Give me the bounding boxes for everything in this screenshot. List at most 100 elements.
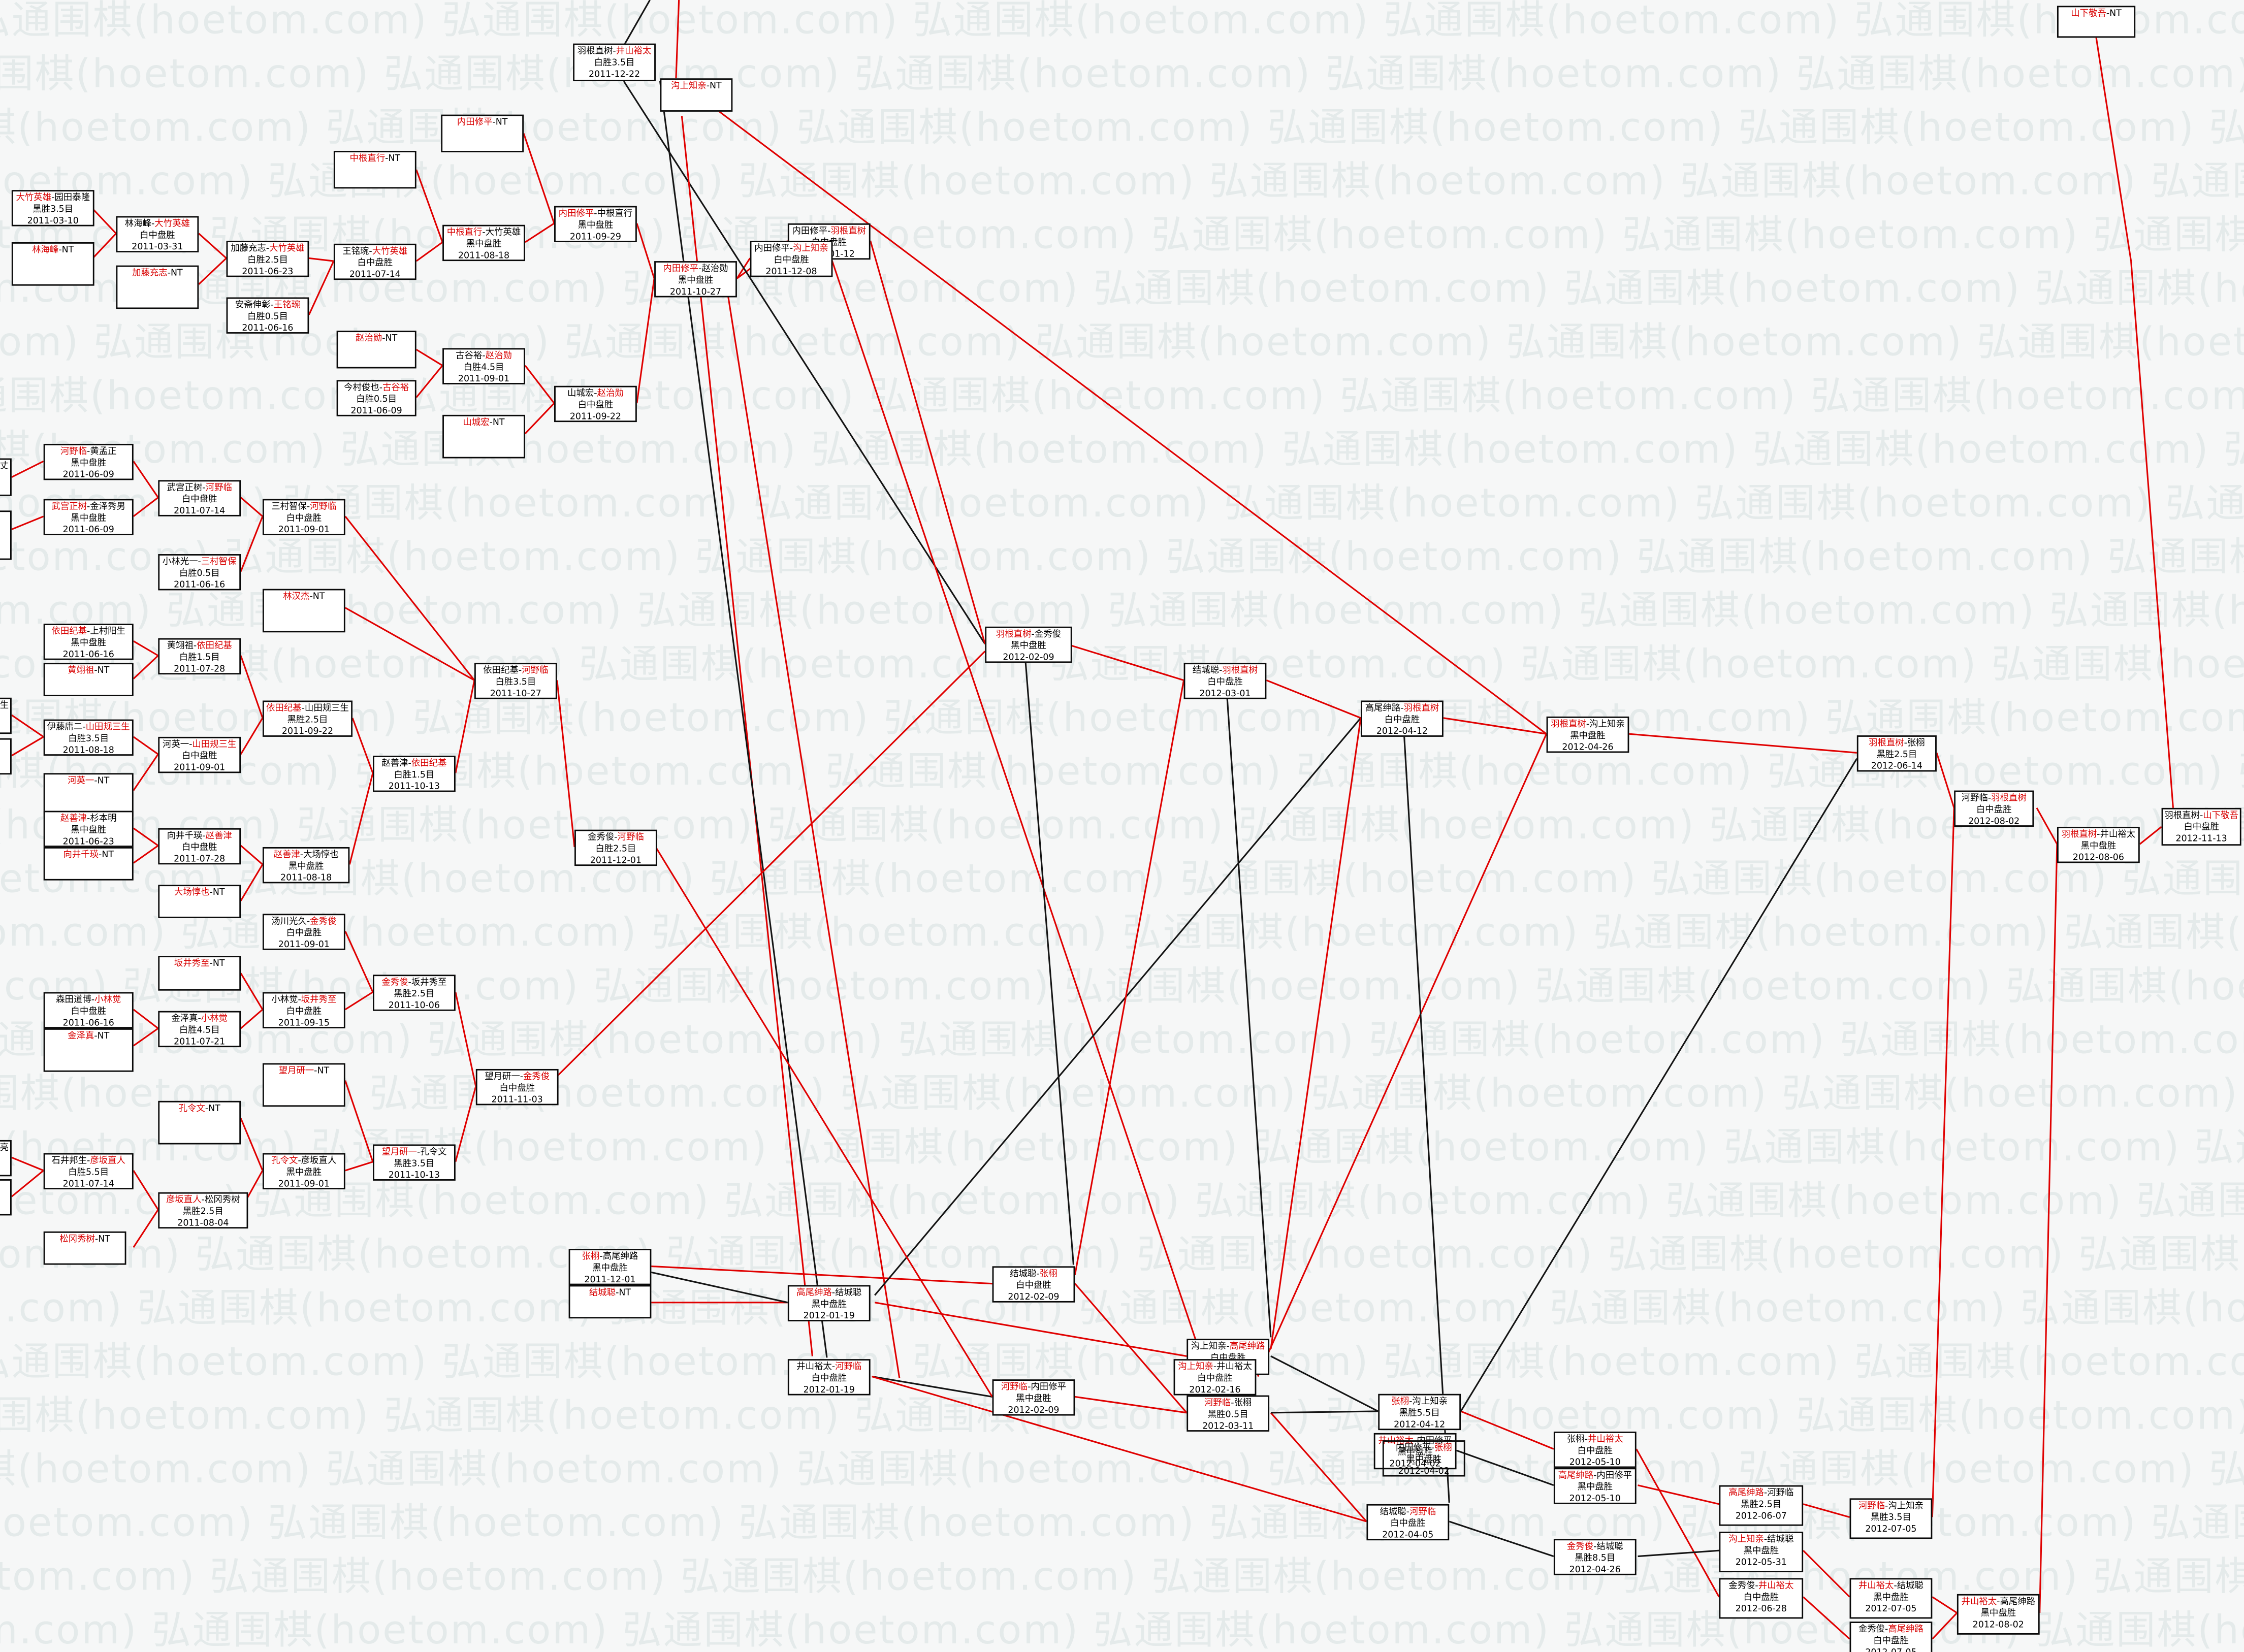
player-loser: 向井千瑛 [167,830,203,841]
match-box[interactable]: 金秀俊-井山裕太 白中盘胜 2012-06-28 [1719,1578,1804,1619]
winner-path-line [872,1375,1367,1523]
match-result: 白胜0.5目 [247,311,288,322]
match-box[interactable]: 中根直行-大竹英雄 黑中盘胜 2011-08-18 [442,224,525,262]
bye-box[interactable]: 孔令文-NT [158,1100,241,1145]
winner-path-line [133,1170,159,1210]
match-box[interactable]: 孔令文-彦坂直人 黑中盘胜 2011-09-01 [262,1153,345,1190]
match-box[interactable]: 沟上知亲-井山裕太 白中盘胜 2012-02-16 [1173,1359,1257,1396]
bye-box[interactable]: 山下敬吾-NT [2057,6,2136,38]
match-box[interactable]: 张栩-井山裕太 白中盘胜 2012-05-10 [1553,1431,1637,1468]
match-box[interactable]: 加藤充志-大竹英雄 白胜2.5目 2011-06-23 [226,241,309,277]
match-box[interactable]: 沟上知亲-结城聪 黑中盘胜 2012-05-31 [1719,1532,1804,1573]
bye-box[interactable]: 金泽真-NT [43,1028,134,1072]
match-box[interactable]: 林海峰-大竹英雄 白中盘胜 2011-03-31 [116,216,199,252]
bye-box[interactable]: 大场惇也-NT [158,885,241,918]
match-box[interactable]: 内田修平-沟上知亲 白中盘胜 2011-12-08 [750,241,833,277]
match-box[interactable]: 张栩-高尾绅路 黑中盘胜 2011-12-01 [568,1249,652,1285]
match-box[interactable]: 安斋伸彰-王铭琬 白胜0.5目 2011-06-16 [226,297,309,334]
bye-box[interactable]: 向井千瑛-NT [43,847,134,881]
bye-box[interactable]: 赵治勋-NT [336,331,416,369]
match-box[interactable]: 内田修平-赵治勋 黑中盘胜 2011-10-27 [654,261,737,298]
match-box[interactable]: 河野临-羽根直树 白中盘胜 2012-08-02 [1954,790,2034,827]
bye-box[interactable]: 黄翊祖-NT [43,663,134,696]
winner-path-line [1636,1448,1720,1598]
winner-path-line [133,1009,159,1029]
bye-box[interactable]: 中根直行-NT [333,151,416,189]
match-box[interactable]: 小林觉-坂井秀至 白中盘胜 2011-09-15 [262,992,345,1028]
bracket-line [620,0,651,51]
bye-box[interactable]: 加藤充志-NT [116,265,199,309]
bye-box[interactable]: 内田修平-NT [441,114,524,152]
match-box[interactable]: 望月研一-孔令文 黑胜3.5目 2011-10-13 [373,1144,456,1181]
match-box[interactable]: 赵善津-杉本明 黑中盘胜 2011-06-23 [43,811,134,847]
match-box[interactable]: 武宫正树-河野临 白中盘胜 2011-07-14 [158,480,241,516]
match-box[interactable]: 汤川光久-金秀俊 白中盘胜 2011-09-01 [262,914,345,950]
match-box[interactable]: 石井邦生-彦坂直人 白胜5.5目 2011-07-14 [43,1153,134,1190]
match-box[interactable]: 河野临-沟上知亲 黑胜3.5目 2012-07-05 [1849,1498,1933,1539]
match-result: 白中盘胜 [499,1083,535,1093]
match-box[interactable]: 河野临-内田修平 黑中盘胜 2012-02-09 [992,1379,1075,1416]
match-box[interactable]: 依田纪基-河野临 白胜3.5目 2011-10-27 [474,663,557,699]
match-box[interactable]: 金秀俊-河野临 白胜2.5目 2011-12-01 [574,829,657,866]
bye-box[interactable]: 河英一-NT [43,773,134,817]
match-box[interactable]: 黄翊祖-依田纪基 白胜1.5目 2011-07-28 [158,638,241,675]
match-box[interactable]: 金秀俊-坂井秀至 黑胜2.5目 2011-10-06 [373,975,456,1011]
match-box[interactable]: 王铭琬-大竹英雄 白中盘胜 2011-07-14 [333,243,416,280]
match-box[interactable]: 结城聪-张栩 白中盘胜 2012-02-09 [992,1266,1075,1303]
bye-box[interactable]: 林海峰-NT [11,242,94,286]
match-box[interactable]: 张栩-沟上知亲 黑胜5.5目 2012-04-12 [1378,1394,1461,1431]
bye-box[interactable]: 山城宏-NT [442,414,525,459]
winner-path-line [308,261,335,315]
match-box[interactable]: 依田纪基-上村阳生 黑中盘胜 2011-06-16 [43,624,134,660]
match-box[interactable]: 依田纪基-山田规三生 黑胜2.5目 2011-09-22 [262,700,353,737]
match-box[interactable]: 彦坂直人-松冈秀树 黑胜2.5目 2011-08-04 [158,1192,248,1229]
watermark-text: 弘通围棋(hoetom.com) 弘通围棋(hoetom.com) 弘通围棋(h… [0,1233,2244,1278]
winner-path-line [345,1161,373,1172]
match-box[interactable]: 羽根直树-张栩 黑胜2.5目 2012-06-14 [1856,735,1937,772]
match-box[interactable]: 古谷裕-赵治勋 白胜4.5目 2011-09-01 [442,348,525,384]
bye-box[interactable]: 结城聪-NT [568,1285,652,1319]
match-box[interactable]: 森田道博-小林觉 白中盘胜 2011-06-16 [43,992,134,1028]
match-box[interactable]: 向井千瑛-赵善津 白中盘胜 2011-07-28 [158,828,241,865]
match-box[interactable]: 赵善津-依田纪基 白胜1.5目 2011-10-13 [373,756,456,792]
match-box[interactable]: 羽根直树-井山裕太 黑中盘胜 2012-08-06 [2057,826,2140,863]
match-box[interactable]: 河野临-黄孟正 黑中盘胜 2011-06-09 [43,443,134,480]
match-box[interactable]: 结城聪-羽根直树 白中盘胜 2012-03-01 [1183,663,1267,699]
match-box[interactable]: 羽根直树-沟上知亲 黑中盘胜 2012-04-26 [1546,716,1629,753]
match-box[interactable]: 金泽真-小林觉 白胜4.5目 2011-07-21 [158,1011,241,1048]
match-box[interactable]: 武宫正树-金泽秀男 黑中盘胜 2011-06-09 [43,499,134,535]
match-box[interactable]: 内田修平-中根直行 黑中盘胜 2011-09-29 [554,206,637,242]
match-box[interactable]: 山城宏-赵治勋 白中盘胜 2011-09-22 [554,385,637,423]
match-box[interactable]: 羽根直树-井山裕太 白胜3.5目 2011-12-22 [573,43,656,81]
bye-box[interactable]: 望月研一-NT [262,1063,345,1107]
bye-box[interactable]: 松冈秀树-NT [43,1231,126,1265]
match-box[interactable]: 伊藤庸二-山田规三生 白胜3.5目 2011-08-18 [43,719,134,756]
match-box[interactable]: 河英一-山田规三生 白中盘胜 2011-09-01 [158,736,241,773]
match-box[interactable]: 金秀俊-结城聪 黑胜8.5目 2012-04-26 [1553,1539,1637,1575]
bye-box[interactable]: 沟上知亲-NT [660,78,733,112]
match-box[interactable]: 井山裕太-高尾绅路 黑中盘胜 2012-08-02 [1957,1594,2040,1635]
match-box[interactable]: 高尾绅路-河野临 黑胜2.5目 2012-06-07 [1719,1485,1804,1526]
match-box[interactable]: 井山裕太-内田修平 黑中盘胜 2012-04-02 [1373,1433,1457,1470]
match-box[interactable]: 高尾绅路-内田修平 黑中盘胜 2012-05-10 [1553,1468,1637,1504]
match-box[interactable]: 今村俊也-古谷裕 白胜0.5目 2011-06-09 [336,380,416,416]
bye-box[interactable]: 坂井秀至-NT [158,956,241,991]
match-box[interactable]: 赵善津-大场惇也 黑中盘胜 2011-08-18 [262,847,350,884]
match-box[interactable]: 望月研一-金秀俊 白中盘胜 2011-11-03 [475,1068,559,1106]
match-box[interactable]: 河野临-张栩 黑胜0.5目 2012-03-11 [1187,1395,1270,1432]
match-box[interactable]: 羽根直树-金秀俊 黑中盘胜 2012-02-09 [985,626,1072,663]
player-loser: 张栩 [1907,737,1925,748]
match-box[interactable]: 小林光一-三村智保 白胜0.5目 2011-06-16 [158,554,241,591]
match-box[interactable]: 三村智保-河野临 白中盘胜 2011-09-01 [262,499,345,535]
match-box[interactable]: 井山裕太-结城聪 黑中盘胜 2012-07-05 [1849,1578,1933,1619]
match-box[interactable]: 羽根直树-山下敬吾 白中盘胜 2012-11-13 [2161,807,2241,846]
match-box[interactable]: 结城聪-河野临 白中盘胜 2012-04-05 [1366,1504,1450,1541]
match-box[interactable]: 高尾绅路-结城聪 黑中盘胜 2012-01-19 [787,1285,871,1321]
bye-box[interactable]: 林汉杰-NT [262,589,345,633]
match-box[interactable]: 金秀俊-高尾绅路白中盘胜2012-07-05 [1849,1622,1933,1652]
match-box[interactable]: 高尾绅路-羽根直树 白中盘胜 2012-04-12 [1361,700,1444,737]
match-box[interactable]: 内田修平-张栩 黑中盘胜 2012-04-02 [1382,1440,1465,1477]
dash-separator: - [518,665,522,675]
match-box[interactable]: 井山裕太-河野临 白中盘胜 2012-01-19 [787,1359,871,1396]
match-box[interactable]: 大竹英雄-园田泰隆 黑胜3.5目 2011-03-10 [11,190,94,226]
